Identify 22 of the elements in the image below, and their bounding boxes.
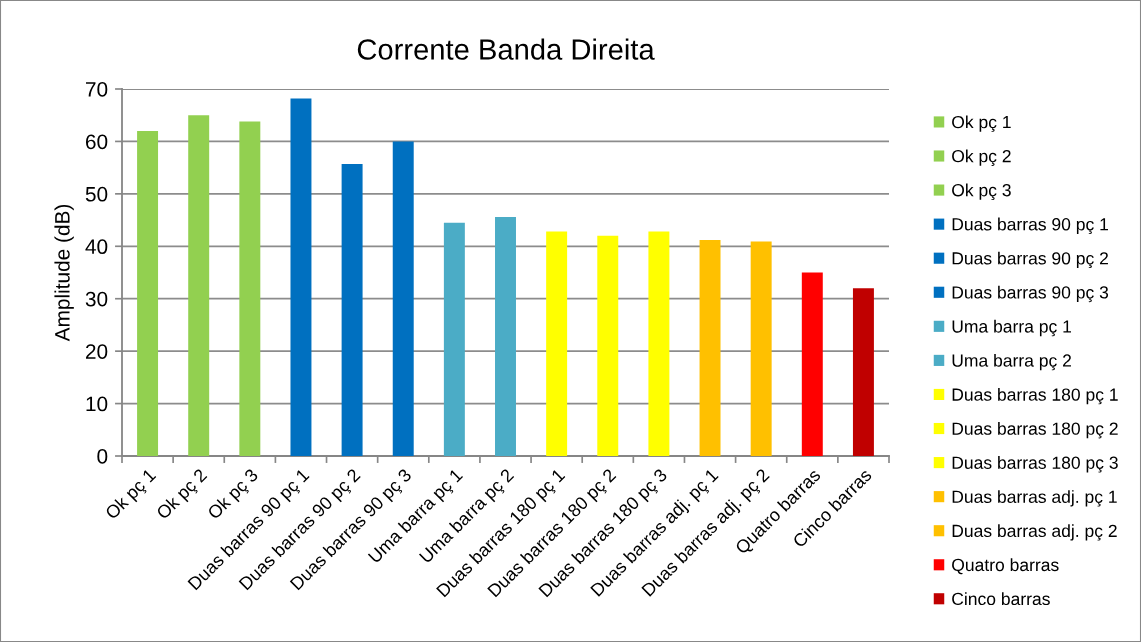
legend-label: Duas barras 90 pç 3 bbox=[952, 285, 1109, 303]
chart-title: Corrente Banda Direita bbox=[357, 38, 655, 60]
y-tick-label: 20 bbox=[85, 344, 108, 359]
legend-label: Duas barras 90 pç 2 bbox=[952, 251, 1108, 269]
y-tick-label: 70 bbox=[86, 82, 108, 97]
legend-label: Ok pç 2 bbox=[952, 149, 1011, 166]
legend-label: Duas barras 180 pç 2 bbox=[952, 422, 1118, 439]
legend-label: Uma barra pç 2 bbox=[952, 353, 1071, 371]
legend-label: Ok pç 1 bbox=[952, 115, 1011, 132]
legend-label: Duas barras 180 pç 1 bbox=[952, 387, 1118, 405]
y-tick-label: 0 bbox=[97, 449, 108, 464]
legend-label: Duas barras 180 pç 3 bbox=[952, 456, 1118, 473]
legend-label: Duas barras 90 pç 1 bbox=[952, 217, 1108, 235]
y-axis-title: Amplitude (dB) bbox=[54, 204, 74, 342]
y-tick-label: 30 bbox=[85, 291, 108, 307]
y-tick-label: 10 bbox=[86, 396, 108, 412]
y-tick-label: 40 bbox=[85, 239, 108, 255]
legend-label: Uma barra pç 1 bbox=[952, 319, 1071, 337]
x-tick-label: Ok pç 1 bbox=[104, 467, 159, 523]
y-tick-label: 60 bbox=[86, 134, 108, 150]
y-tick-label: 50 bbox=[85, 186, 108, 202]
legend-label: Ok pç 3 bbox=[952, 183, 1011, 200]
